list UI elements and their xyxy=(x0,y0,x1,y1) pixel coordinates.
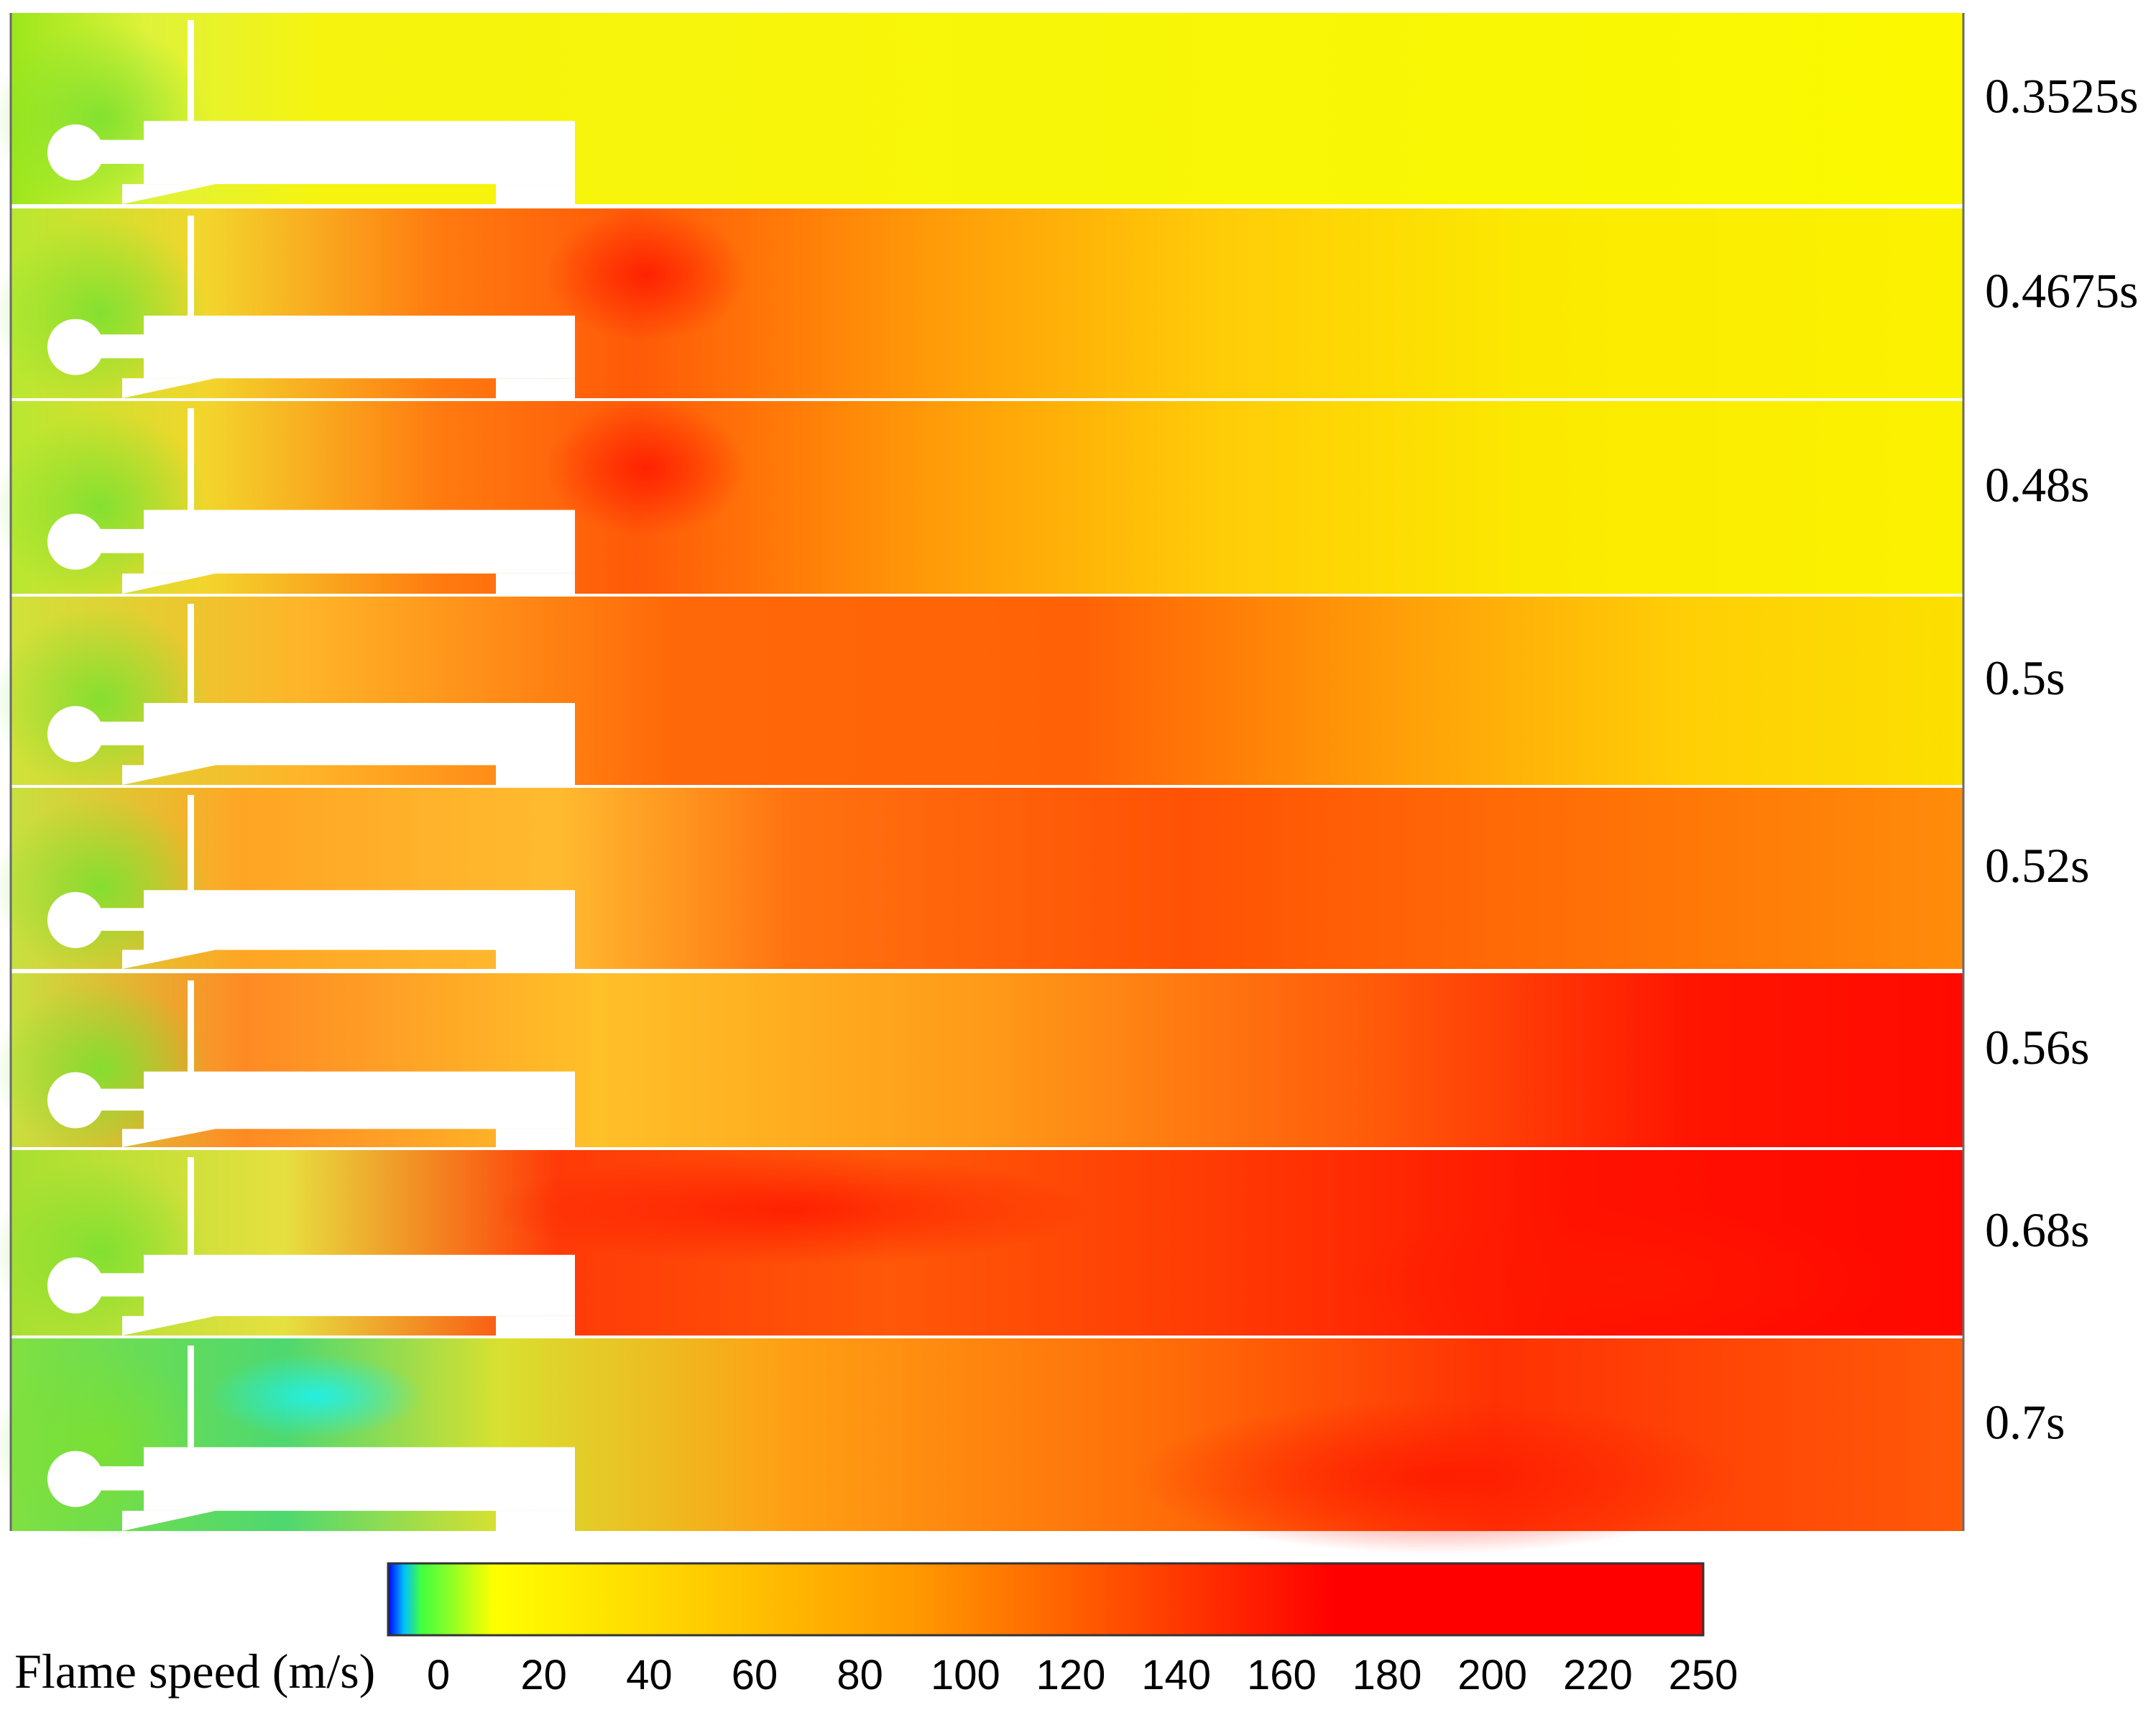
contour-panel: 0.68s xyxy=(0,1150,2089,1354)
time-label: 0.68s xyxy=(1985,1203,2089,1257)
colorbar-tick-label: 140 xyxy=(1141,1652,1211,1698)
contour-panel: 0.5s xyxy=(0,597,2065,795)
contour-panel: 0.7s xyxy=(0,1338,2065,1555)
low-speed-region xyxy=(208,1353,424,1439)
time-label: 0.52s xyxy=(1985,838,2089,893)
time-label: 0.7s xyxy=(1985,1394,2065,1449)
time-label: 0.5s xyxy=(1985,651,2065,705)
burner-geometry xyxy=(47,20,575,204)
colorbar-tick-label: 200 xyxy=(1457,1652,1527,1698)
burner-geometry xyxy=(47,1157,575,1336)
burner-geometry xyxy=(47,408,575,594)
flame-front xyxy=(546,401,747,536)
colorbar: Flame speed (m/s) 0 20 40 60 80 100 120 140 160 1… xyxy=(14,1562,1738,1698)
colorbar-gradient xyxy=(387,1562,1705,1637)
burner-geometry xyxy=(47,216,575,398)
colorbar-tick-label: 220 xyxy=(1563,1652,1633,1698)
contour-panel: 0.4675s xyxy=(0,208,2138,408)
flame-front xyxy=(546,208,747,341)
time-label: 0.48s xyxy=(1985,457,2089,512)
colorbar-tick-label: 80 xyxy=(837,1652,883,1698)
colorbar-tick-label: 0 xyxy=(427,1652,450,1698)
contour-panel: 0.48s xyxy=(0,401,2089,604)
high-speed-region xyxy=(1344,1205,1890,1354)
colorbar-tick-label: 250 xyxy=(1669,1652,1738,1698)
colorbar-tick-label: 180 xyxy=(1353,1652,1422,1698)
colorbar-tick-label: 100 xyxy=(931,1652,1000,1698)
colorbar-tick-label: 60 xyxy=(732,1652,778,1698)
colorbar-tick-label: 120 xyxy=(1036,1652,1106,1698)
burner-geometry xyxy=(47,1346,575,1531)
time-label: 0.56s xyxy=(1985,1020,2089,1075)
burner-geometry xyxy=(47,980,575,1147)
colorbar-tick-label: 160 xyxy=(1247,1652,1317,1698)
time-label: 0.4675s xyxy=(1985,263,2138,318)
high-speed-region xyxy=(1135,1399,1739,1555)
contour-panel: 0.52s xyxy=(0,788,2089,978)
burner-geometry xyxy=(47,604,575,785)
flame-front xyxy=(489,1154,1092,1265)
colorbar-tick-label: 20 xyxy=(520,1652,567,1698)
contour-panel: 0.3525s xyxy=(0,13,2138,214)
burner-geometry xyxy=(47,795,575,969)
colorbar-title: Flame speed (m/s) xyxy=(14,1644,375,1698)
colorbar-tick-label: 40 xyxy=(626,1652,673,1698)
time-label: 0.3525s xyxy=(1985,68,2138,123)
contour-panel: 0.56s xyxy=(0,973,2089,1157)
